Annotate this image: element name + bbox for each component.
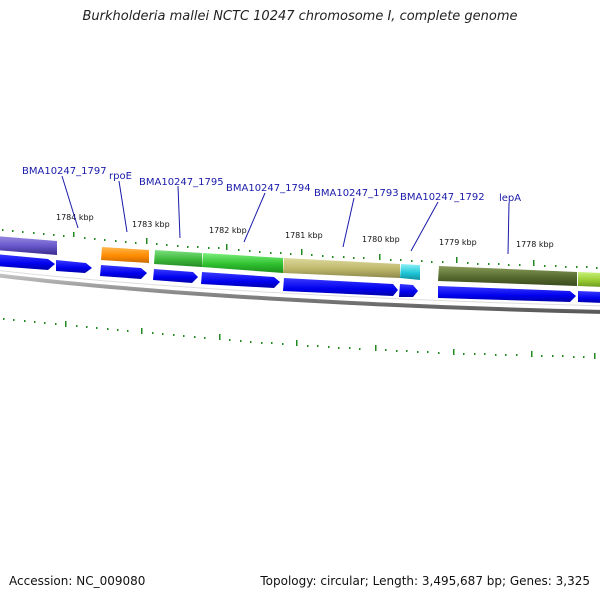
gene-rpoE[interactable] bbox=[101, 247, 149, 263]
gene-label[interactable]: BMA10247_1793 bbox=[314, 188, 399, 199]
gene-BMA10247_1794[interactable] bbox=[202, 253, 283, 273]
gene-BMA10247_1793[interactable] bbox=[283, 258, 400, 278]
genome-summary: Topology: circular; Length: 3,495,687 bp… bbox=[260, 574, 590, 588]
cds-arrow[interactable] bbox=[153, 269, 198, 283]
kbp-label: 1782 kbp bbox=[209, 226, 247, 235]
gene-label[interactable]: lepA bbox=[499, 193, 521, 204]
kbp-label: 1783 kbp bbox=[132, 220, 170, 229]
gene-label[interactable]: BMA10247_1797 bbox=[22, 166, 107, 177]
gene-label[interactable]: BMA10247_1792 bbox=[400, 192, 485, 203]
outer-ticks bbox=[2, 229, 598, 269]
cds-arrow[interactable] bbox=[399, 284, 418, 297]
inner-ticks bbox=[3, 318, 596, 359]
cds-arrow[interactable] bbox=[283, 278, 398, 296]
cds-arrow[interactable] bbox=[0, 254, 55, 270]
kbp-label: 1780 kbp bbox=[362, 235, 400, 244]
cds-arrow[interactable] bbox=[201, 272, 280, 288]
cds-arrow[interactable] bbox=[100, 265, 147, 279]
cds-arrow[interactable] bbox=[578, 291, 600, 303]
gene-BMA10247_1795[interactable] bbox=[154, 250, 202, 267]
backbone-outline bbox=[0, 270, 600, 307]
gene-labels: BMA10247_1797 rpoE BMA10247_1795 BMA1024… bbox=[22, 166, 521, 204]
kbp-labels: 1784 kbp 1783 kbp 1782 kbp 1781 kbp 1780… bbox=[56, 213, 554, 249]
gene-BMA10247_1792[interactable] bbox=[400, 264, 420, 280]
gene-label[interactable]: rpoE bbox=[109, 171, 132, 182]
gene-feature-track bbox=[0, 236, 600, 287]
gene-label[interactable]: BMA10247_1795 bbox=[139, 177, 224, 188]
gene-next[interactable] bbox=[578, 272, 600, 287]
backbone-ring bbox=[0, 273, 600, 314]
accession-text: Accession: NC_009080 bbox=[9, 574, 146, 588]
gene-lepA[interactable] bbox=[438, 266, 577, 286]
kbp-label: 1781 kbp bbox=[285, 231, 323, 240]
map-title: Burkholderia mallei NCTC 10247 chromosom… bbox=[82, 9, 518, 24]
cds-arrow[interactable] bbox=[56, 260, 92, 273]
gene-label[interactable]: BMA10247_1794 bbox=[226, 183, 311, 194]
cds-track bbox=[0, 254, 600, 303]
kbp-label: 1779 kbp bbox=[439, 238, 477, 247]
gene-BMA10247_1797[interactable] bbox=[0, 236, 57, 255]
cds-arrow[interactable] bbox=[438, 286, 576, 302]
leader-lines bbox=[61, 175, 510, 255]
kbp-label: 1778 kbp bbox=[516, 240, 554, 249]
